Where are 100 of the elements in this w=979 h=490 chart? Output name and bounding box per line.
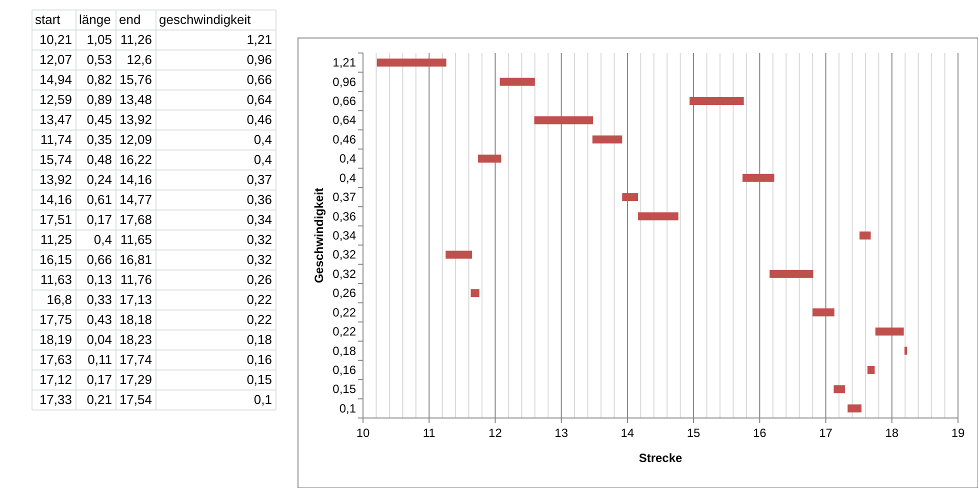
bar [742,174,774,182]
text: 0,4 [94,232,112,247]
bar [638,212,678,220]
y-tick-label: 0,32 [332,248,356,262]
bar [534,116,594,124]
y-tick-label: 0,1 [339,401,356,416]
text: 11,63 [40,272,72,287]
text: 18,23 [119,332,152,347]
text: 0,35 [86,132,112,147]
text: 13,92 [39,172,72,187]
text: 17,74 [119,352,152,367]
bar [867,366,875,374]
x-axis-title: Strecke [638,451,683,465]
text: 0,34 [246,212,272,227]
x-tick-label: 17 [819,426,833,440]
x-tick-label: 18 [885,426,899,440]
text: 0,32 [246,252,272,267]
text: 13,47 [39,112,72,127]
text: 0,17 [86,212,112,227]
bar [446,250,472,259]
text: 18,19 [39,332,72,347]
text: 17,75 [39,312,72,327]
text: 15,74 [39,152,72,167]
text: 17,63 [39,352,72,367]
text: 1,05 [86,32,112,47]
text: 0,32 [246,232,272,247]
text: 11,65 [120,232,152,247]
text: 0,04 [86,332,112,347]
bar [622,193,638,202]
text: 10,21 [39,32,72,47]
x-tick-label: 15 [686,426,701,440]
y-tick-label: 0,36 [332,209,356,224]
text: 0,18 [246,332,272,347]
text: 0,4 [254,152,272,167]
bar [770,270,814,278]
bar [592,135,622,144]
bar [875,328,904,336]
text: 0,24 [86,172,112,187]
text: 0,48 [86,152,112,167]
text: 17,54 [119,392,152,407]
text: 0,37 [246,172,272,187]
text: 17,13 [119,292,152,307]
x-tick-label: 16 [752,426,767,440]
bar [859,232,871,240]
text: 0,36 [246,192,272,207]
text: 0,89 [86,92,112,107]
y-axis-title: Geschwindigkeit [312,188,326,284]
text: 18,18 [119,312,152,327]
text: 0,21 [86,392,112,407]
text: 1,21 [246,32,272,47]
y-tick-label: 0,66 [332,94,356,108]
text: 17,33 [39,392,72,407]
text: 0,13 [86,272,112,287]
bar [834,385,845,394]
text: 11,74 [40,132,72,147]
y-tick-label: 0,22 [332,324,356,339]
text: 0,17 [86,372,112,387]
text: 17,51 [39,212,72,227]
text: 0,66 [86,252,112,267]
y-tick-label: 0,32 [332,266,356,281]
bar [812,308,834,316]
bar [848,404,862,412]
text: 13,48 [119,92,152,107]
text: 0,33 [86,292,112,307]
category-label: end [119,12,141,27]
text: 0,53 [86,52,112,67]
y-tick-label: 0,26 [332,286,356,300]
text: 14,16 [119,172,152,187]
y-tick-label: 1,21 [332,56,356,70]
text: 0,1 [254,392,272,407]
text: 12,09 [119,132,152,147]
bar [478,154,502,163]
text: 0,66 [246,72,272,87]
y-tick-label: 0,64 [332,113,356,128]
text: 16,15 [39,252,72,267]
text: 0,96 [246,52,272,67]
text: 0,43 [86,312,112,327]
text: 0,4 [254,132,272,147]
text: 0,16 [246,352,272,367]
y-tick-label: 0,16 [332,362,356,377]
text: 0,61 [86,192,112,207]
x-tick-label: 13 [554,426,568,440]
text: 16,22 [119,152,152,167]
text: 17,29 [119,372,152,387]
text: 11,25 [40,232,72,247]
y-tick-label: 0,18 [332,344,356,358]
y-tick-label: 0,96 [332,74,356,89]
y-tick-label: 0,46 [332,132,356,146]
category-label: länge [79,12,111,27]
text: 12,07 [39,52,72,67]
text: 14,77 [119,192,152,207]
category-label: geschwindigkeit [159,12,252,27]
text: 12,59 [39,92,72,107]
text: 17,12 [39,372,72,387]
x-tick-label: 11 [422,426,436,440]
text: 17,68 [119,212,152,227]
text: 11,76 [120,272,152,287]
text: 16,81 [119,252,152,267]
text: 0,82 [86,72,112,87]
text: 0,11 [88,352,112,367]
